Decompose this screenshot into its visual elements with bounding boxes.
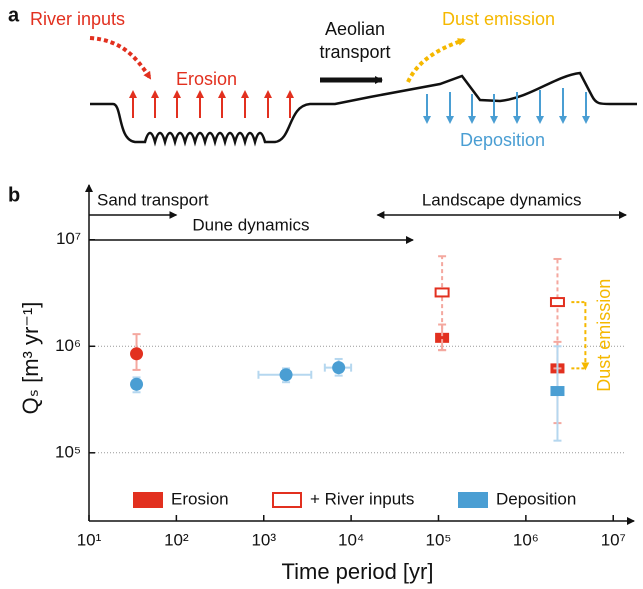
point [130,347,144,361]
y-axis-title: Qₛ [m³ yr⁻¹] [18,302,43,415]
x-tick-label: 10⁵ [426,530,452,549]
x-tick-label: 10¹ [77,530,102,549]
legend-swatch [133,492,163,508]
x-tick-label: 10⁷ [601,530,626,549]
range-label: Landscape dynamics [422,190,582,209]
y-tick-label: 10⁵ [55,442,81,461]
point [550,386,565,397]
range-label: Sand transport [97,190,209,209]
point [130,377,144,391]
river-arrow [89,36,152,80]
panel-b: 10¹ 10² 10³ 10⁴ 10⁵ 10⁶ 10⁷ 10⁵ 10⁶ 10⁷ Time perio… [18,184,635,584]
erosion-label: Erosion [176,69,237,89]
y-tick-label: 10⁷ [56,229,81,248]
legend-swatch [458,492,488,508]
point [435,332,450,343]
x-tick-label: 10⁶ [513,530,539,549]
y-tick-label: 10⁶ [55,336,81,355]
point [279,368,293,382]
point [332,361,346,375]
legend-swatch [272,492,302,508]
deposition-arrows [423,88,590,124]
x-axis-title: Time period [yr] [281,559,433,584]
dust-label: Dust emission [594,279,614,392]
legend-label: Deposition [496,489,576,508]
range-label: Dune dynamics [192,215,309,234]
aeolian-label: Aeolian [325,19,385,39]
panel-a: a River inputs Erosion Aeolian transport… [8,4,637,150]
deposition-label: Deposition [460,130,545,150]
erosion-arrows [129,90,294,118]
aeolian-label: transport [319,42,390,62]
point [549,297,565,308]
x-tick-label: 10³ [251,530,276,549]
dust-arrow [406,38,466,83]
panel-label: a [8,4,20,26]
legend-label: Erosion [171,489,229,508]
point [434,287,450,298]
x-tick-label: 10² [164,530,189,549]
legend-label: + River inputs [310,489,414,508]
x-tick-label: 10⁴ [338,530,364,549]
panel-label: b [8,184,20,206]
dust-emission-label: Dust emission [442,9,555,29]
river-inputs-label: River inputs [30,9,125,29]
terrain [90,71,637,147]
